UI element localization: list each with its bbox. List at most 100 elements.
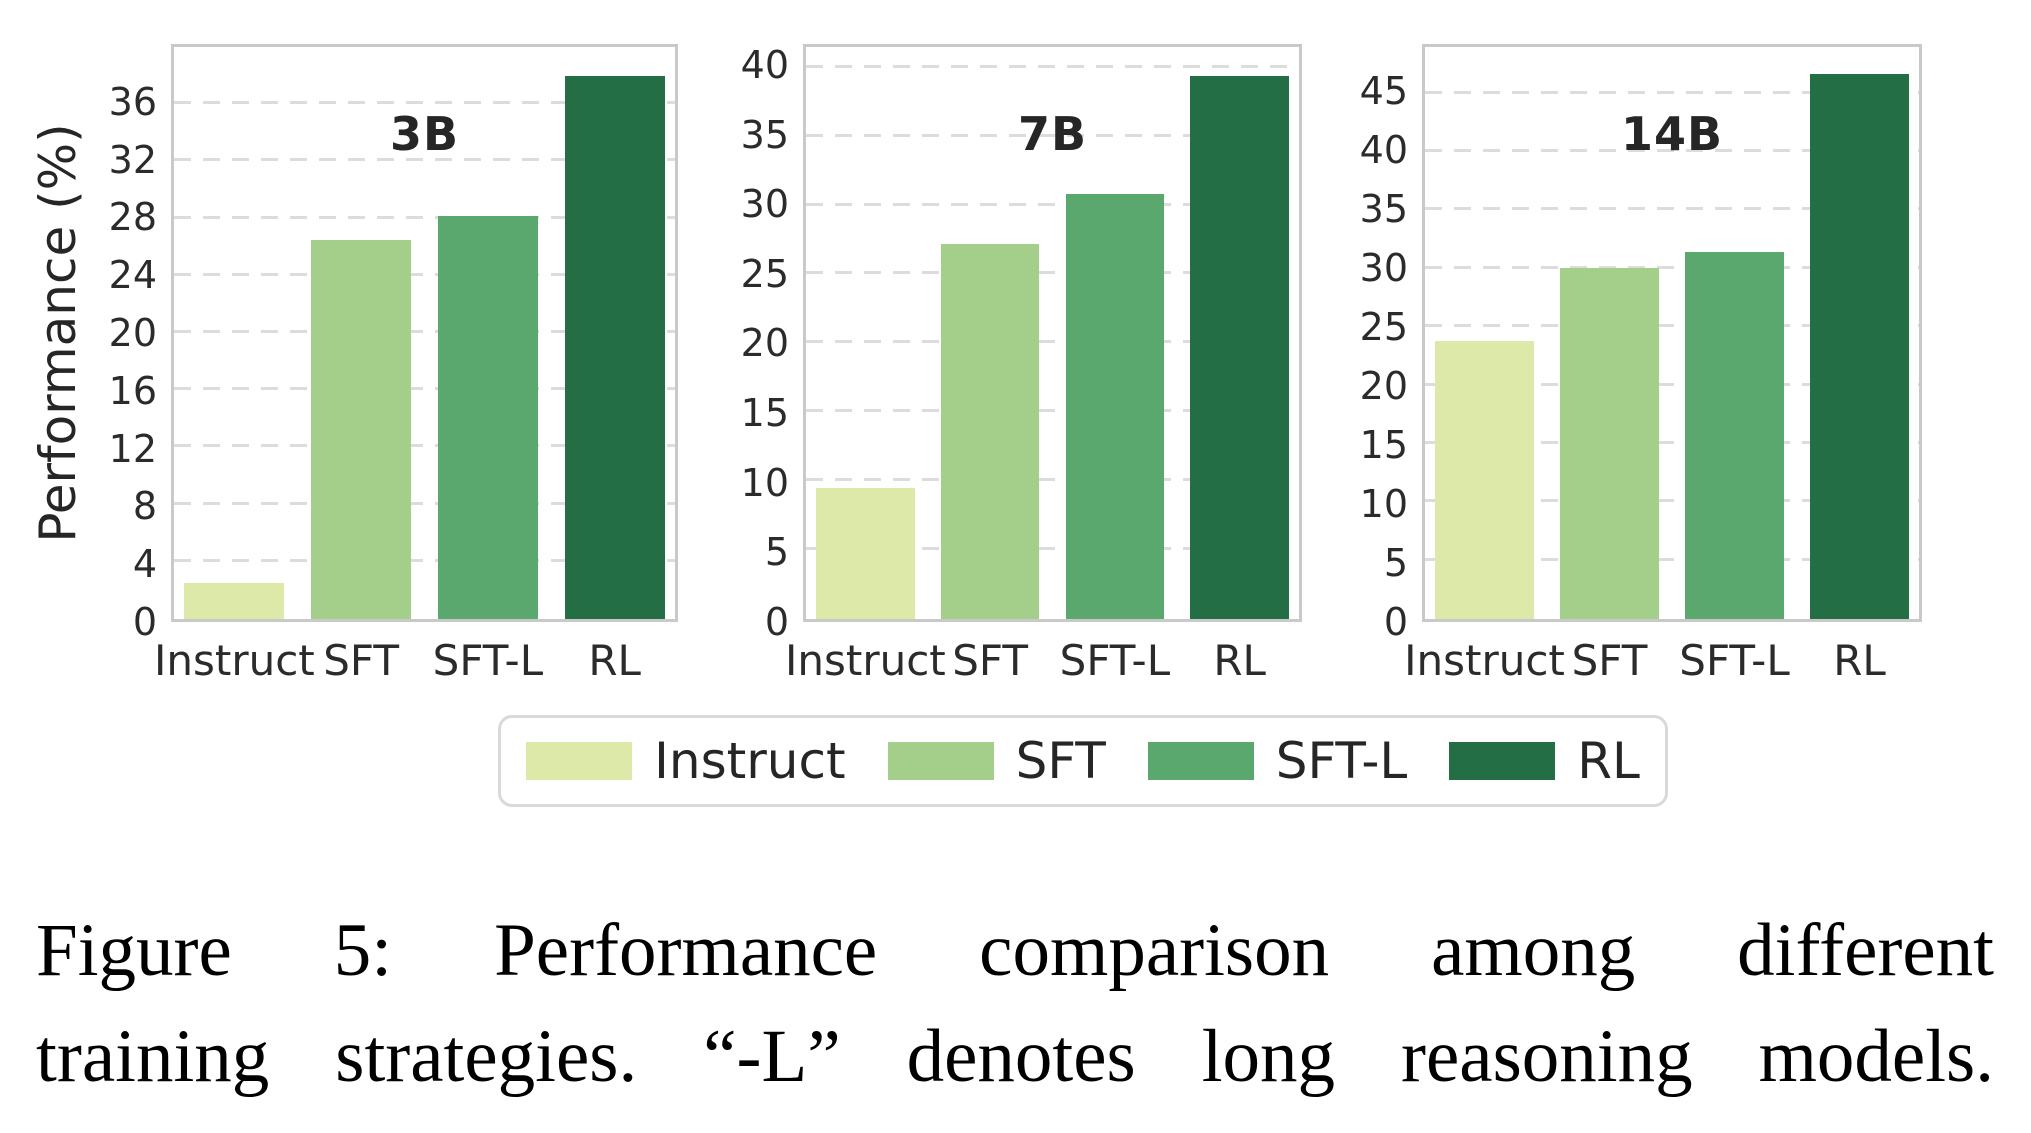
x-tick-label-sft-l: SFT-L (1059, 636, 1171, 685)
gridline-y15 (1425, 440, 1919, 444)
gridline-y35 (1425, 207, 1919, 211)
gridline-y20 (806, 340, 1299, 344)
subplot-7b: 7B 0 5 10 15 20 25 30 35 40 Instruct SFT SFT-L RL (741, 0, 1302, 810)
y-tick-label-5: 5 (1383, 541, 1408, 586)
legend-swatch-instruct (526, 742, 633, 780)
y-tick-label-12: 12 (108, 426, 157, 471)
gridline-y25 (1425, 324, 1919, 328)
x-tick-label-sft: SFT (1571, 636, 1648, 685)
gridline-y28 (174, 215, 675, 219)
gridline-y5 (806, 547, 1299, 551)
legend-swatch-sft (887, 742, 994, 780)
bar-rl (564, 75, 665, 619)
gridline-y20 (1425, 382, 1919, 386)
bar-instruct (816, 488, 915, 619)
gridline-y30 (806, 202, 1299, 206)
y-tick-label-4: 4 (132, 542, 157, 587)
y-tick-label-5: 5 (764, 530, 789, 575)
gridline-y10 (806, 478, 1299, 482)
y-tick-label-25: 25 (1359, 305, 1408, 350)
subplot-title-3b: 3B (389, 107, 460, 161)
bar-sft-l (1685, 252, 1784, 619)
x-tick-label-sft-l: SFT-L (432, 636, 544, 685)
y-tick-label-28: 28 (108, 195, 157, 240)
subplot-14b: 14B 0 5 10 15 20 25 30 35 40 45 Instruct SFT SFT-L RL (1360, 0, 1922, 810)
x-tick-label-instruct: Instruct (153, 636, 315, 685)
gridline-y35 (806, 133, 1299, 137)
y-tick-label-45: 45 (1359, 69, 1408, 114)
y-tick-label-15: 15 (1359, 423, 1408, 468)
plot-inner-7b (806, 47, 1299, 619)
plot-area-3b: 3B (171, 44, 678, 622)
x-tick-label-sft: SFT (323, 636, 399, 685)
legend-box: Instruct SFT SFT-L RL (498, 715, 1668, 807)
caption-line-2: training strategies. “-L” denotes long r… (36, 1015, 1994, 1098)
legend-swatch-sft-l (1147, 742, 1254, 780)
y-tick-label-20: 20 (1359, 364, 1408, 409)
bar-sft-l (1065, 194, 1165, 619)
plot-area-14b: 14B (1422, 44, 1922, 622)
x-tick-label-rl: RL (1213, 636, 1266, 685)
legend-label-sft: SFT (1015, 732, 1106, 790)
bar-rl (1190, 75, 1289, 619)
gridline-y40 (1425, 149, 1919, 153)
y-tick-label-20: 20 (108, 311, 157, 355)
legend-item-sft-l: SFT-L (1147, 732, 1408, 790)
gridline-y5 (1425, 557, 1919, 561)
y-tick-label-30: 30 (740, 182, 789, 227)
gridline-y12 (174, 444, 675, 448)
bar-instruct (184, 583, 285, 619)
figure-caption: Figure 5: Performance comparison among d… (36, 898, 1994, 1110)
y-tick-label-0: 0 (1383, 600, 1408, 644)
bar-rl (1810, 73, 1909, 619)
y-tick-label-15: 15 (740, 391, 789, 436)
legend-label-instruct: Instruct (654, 732, 846, 790)
y-tick-label-30: 30 (1359, 246, 1408, 291)
legend-item-instruct: Instruct (526, 732, 846, 790)
x-tick-label-sft: SFT (952, 636, 1028, 685)
y-tick-label-20: 20 (740, 321, 789, 366)
gridline-y36 (174, 101, 675, 105)
y-tick-label-24: 24 (108, 253, 157, 298)
gridline-y24 (174, 272, 675, 276)
y-tick-label-36: 36 (108, 79, 157, 124)
x-tick-label-rl: RL (588, 636, 641, 685)
plot-inner-14b (1425, 47, 1919, 619)
caption-line-1: Figure 5: Performance comparison among d… (36, 909, 1994, 992)
bar-sft (1560, 267, 1659, 619)
gridline-y40 (806, 64, 1299, 68)
gridline-y45 (1425, 90, 1919, 94)
x-tick-label-instruct: Instruct (784, 636, 946, 685)
gridline-y32 (174, 158, 675, 162)
y-tick-label-40: 40 (1359, 128, 1408, 173)
gridline-y16 (174, 387, 675, 391)
y-tick-label-16: 16 (108, 368, 157, 413)
plot-inner-3b (174, 47, 675, 619)
y-tick-label-0: 0 (132, 600, 157, 644)
subplot-title-14b: 14B (1620, 107, 1724, 161)
gridline-y15 (806, 409, 1299, 413)
legend-item-rl: RL (1449, 732, 1640, 790)
bar-sft-l (437, 215, 538, 619)
y-tick-label-0: 0 (764, 600, 789, 644)
legend-item-sft: SFT (887, 732, 1106, 790)
subplot-title-7b: 7B (1017, 107, 1088, 161)
plot-area-7b: 7B (803, 44, 1302, 622)
y-tick-label-32: 32 (108, 137, 157, 182)
bar-sft (940, 244, 1040, 619)
x-tick-label-rl: RL (1833, 636, 1886, 685)
y-axis-label: Performance (%) (29, 123, 87, 543)
legend-label-sft-l: SFT-L (1275, 732, 1408, 790)
gridline-y25 (806, 271, 1299, 275)
gridline-y30 (1425, 265, 1919, 269)
gridline-y10 (1425, 499, 1919, 503)
y-tick-label-40: 40 (740, 42, 789, 87)
gridline-y20 (174, 330, 675, 333)
x-tick-label-instruct: Instruct (1404, 636, 1565, 685)
gridline-y4 (174, 558, 675, 562)
y-tick-label-35: 35 (740, 112, 789, 157)
y-tick-label-10: 10 (740, 460, 789, 505)
y-tick-label-8: 8 (132, 484, 157, 529)
bar-instruct (1435, 341, 1534, 619)
